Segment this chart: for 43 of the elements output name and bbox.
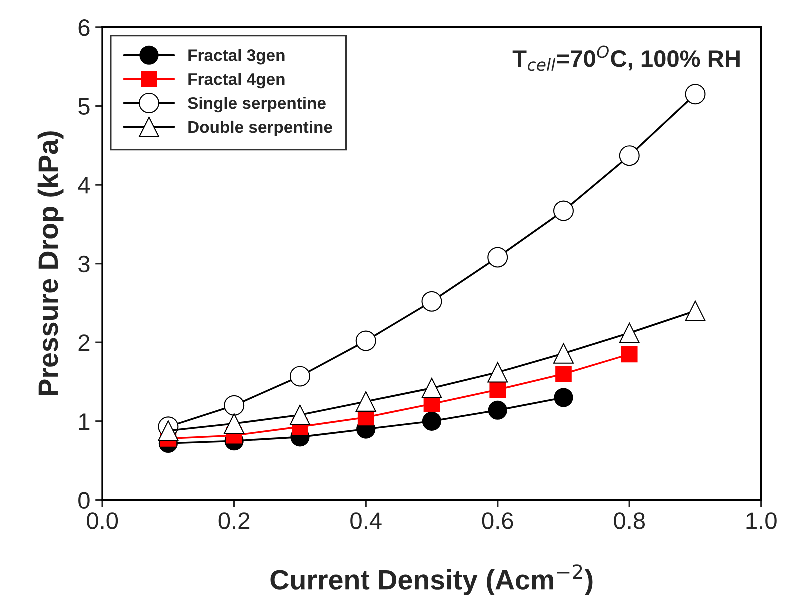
point [224, 414, 245, 434]
point [490, 382, 506, 398]
x-tick-label: 0.8 [614, 512, 646, 530]
point [488, 400, 508, 420]
point [422, 291, 442, 312]
point [554, 200, 574, 222]
point [685, 300, 706, 322]
y-tick-label: 4 [78, 177, 90, 194]
point [621, 346, 638, 363]
legend-label: Single serpentine [188, 97, 326, 113]
x-tick-label: 0.4 [350, 512, 382, 530]
legend-label: Double serpentine [188, 120, 332, 136]
x-tick-label: 1.0 [746, 512, 777, 530]
point [554, 388, 574, 408]
legend-label: Fractal 4gen [188, 73, 285, 89]
point [619, 322, 640, 344]
point [556, 366, 572, 382]
point [619, 146, 640, 166]
point [554, 343, 574, 364]
point [422, 412, 442, 431]
point [290, 404, 310, 426]
point [356, 391, 376, 412]
x-tick-label: 0.0 [87, 512, 118, 530]
y-tick-label: 5 [78, 98, 90, 116]
y-tick-label: 3 [78, 256, 90, 273]
point [158, 420, 179, 442]
x-tick-label: 0.2 [218, 512, 250, 530]
point [685, 84, 706, 105]
point [290, 366, 310, 387]
point [356, 330, 376, 352]
point [488, 362, 508, 383]
y-tick-label: 2 [78, 334, 90, 352]
point [224, 395, 245, 416]
y-tick-label: 0 [78, 492, 90, 509]
y-axis-title: Pressure Drop (kPa) [38, 132, 64, 396]
legend-label: Fractal 3gen [188, 49, 285, 65]
y-tick-label: 1 [79, 414, 90, 430]
y-tick-label: 6 [78, 20, 90, 36]
annotation: T$_{cell}$=70$^{O}$C, 100% RH [512, 46, 740, 72]
point [422, 378, 442, 399]
x-tick-label: 0.6 [482, 512, 514, 530]
x-axis-title: Current Density (Acm$^{−2}$) [270, 564, 593, 596]
point [488, 247, 508, 268]
